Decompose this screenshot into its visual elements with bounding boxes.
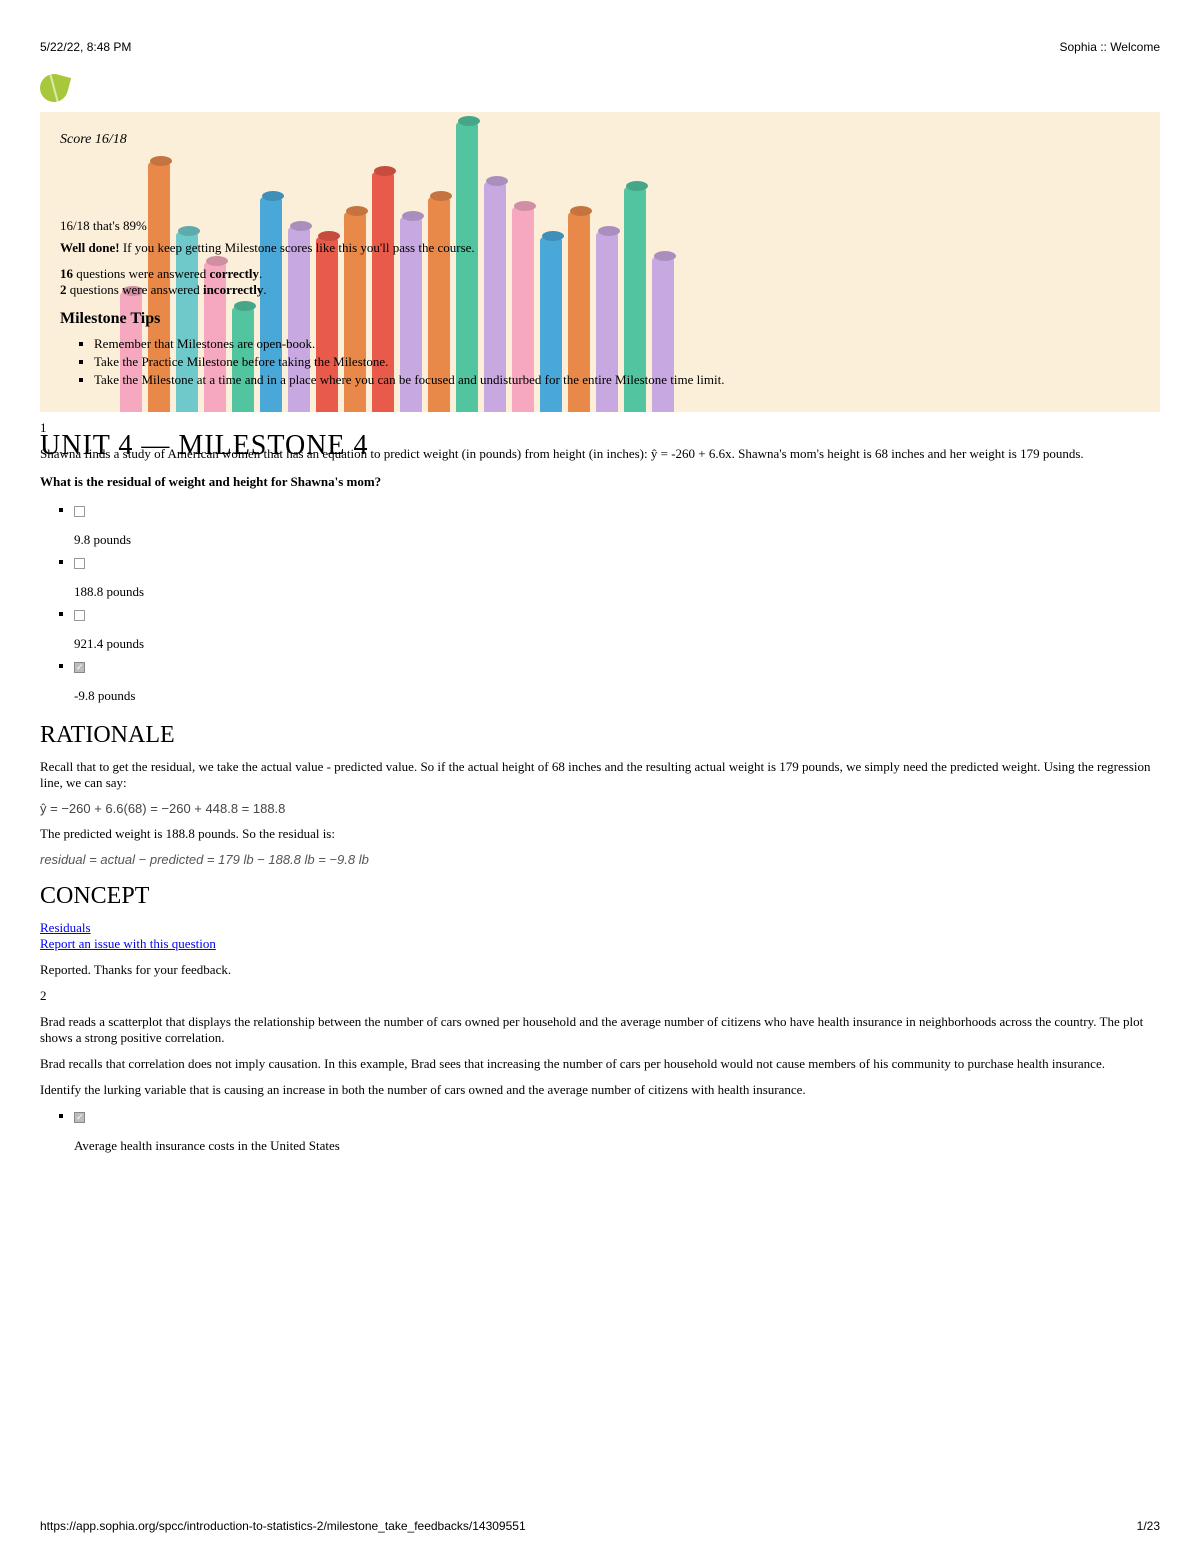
q2-option[interactable]: Average health insurance costs in the Un… xyxy=(74,1108,1160,1154)
score-percent: 16/18 that's 89% xyxy=(60,218,1140,234)
tips-heading: Milestone Tips xyxy=(60,310,1140,328)
well-done-rest: If you keep getting Milestone scores lik… xyxy=(120,240,475,255)
unit-title: UNIT 4 — MILESTONE 4 xyxy=(40,430,1160,462)
q2-number: 2 xyxy=(40,988,1160,1004)
checkbox-icon[interactable] xyxy=(74,506,85,517)
option-text: 9.8 pounds xyxy=(74,532,1160,548)
print-title: Sophia :: Welcome xyxy=(1060,40,1161,54)
q2-option-text: Average health insurance costs in the Un… xyxy=(74,1138,1160,1154)
rationale-heading: RATIONALE xyxy=(40,722,1160,749)
rationale-formula1: ŷ = −260 + 6.6(68) = −260 + 448.8 = 188.… xyxy=(40,801,1160,816)
tip-item: Take the Practice Milestone before takin… xyxy=(94,354,1140,370)
sophia-logo xyxy=(37,71,71,105)
score-label: Score 16/18 xyxy=(60,132,1140,148)
footer-url: https://app.sophia.org/spcc/introduction… xyxy=(40,1519,526,1533)
q2-options: Average health insurance costs in the Un… xyxy=(40,1108,1160,1154)
checkbox-icon[interactable] xyxy=(74,610,85,621)
q2-p1: Brad reads a scatterplot that displays t… xyxy=(40,1014,1160,1046)
checkbox-icon[interactable] xyxy=(74,662,85,673)
checkbox-icon[interactable] xyxy=(74,1112,85,1123)
report-issue-link[interactable]: Report an issue with this question xyxy=(40,936,216,951)
well-done-line: Well done! If you keep getting Milestone… xyxy=(60,240,1140,256)
rationale-p1: Recall that to get the residual, we take… xyxy=(40,759,1160,791)
concept-link-residuals[interactable]: Residuals xyxy=(40,920,91,935)
q1-option[interactable]: 9.8 pounds xyxy=(74,502,1160,548)
reported-msg: Reported. Thanks for your feedback. xyxy=(40,962,1160,978)
q2-p3: Identify the lurking variable that is ca… xyxy=(40,1082,1160,1098)
score-hero: Score 16/18 16/18 that's 89% Well done! … xyxy=(40,112,1160,412)
well-done-bold: Well done! xyxy=(60,240,120,255)
tip-item: Take the Milestone at a time and in a pl… xyxy=(94,372,1140,388)
correct-count: 16 xyxy=(60,266,73,281)
footer-page: 1/23 xyxy=(1137,1519,1160,1533)
option-text: 921.4 pounds xyxy=(74,636,1160,652)
print-footer: https://app.sophia.org/spcc/introduction… xyxy=(40,1519,1160,1533)
incorrect-line: 2 questions were answered incorrectly. xyxy=(60,282,1140,298)
q1-option[interactable]: 921.4 pounds xyxy=(74,606,1160,652)
q1-options: 9.8 pounds 188.8 pounds 921.4 pounds -9.8 p… xyxy=(40,502,1160,704)
concept-heading: CONCEPT xyxy=(40,883,1160,910)
checkbox-icon[interactable] xyxy=(74,558,85,569)
q1-option[interactable]: 188.8 pounds xyxy=(74,554,1160,600)
q2-p2: Brad recalls that correlation does not i… xyxy=(40,1056,1160,1072)
rationale-p2: The predicted weight is 188.8 pounds. So… xyxy=(40,826,1160,842)
tips-list: Remember that Milestones are open-book. … xyxy=(60,336,1140,388)
rationale-formula2: residual = actual − predicted = 179 lb −… xyxy=(40,852,1160,867)
tip-item: Remember that Milestones are open-book. xyxy=(94,336,1140,352)
correct-line: 16 questions were answered correctly. xyxy=(60,266,1140,282)
q1-prompt: What is the residual of weight and heigh… xyxy=(40,474,1160,490)
print-datetime: 5/22/22, 8:48 PM xyxy=(40,40,131,54)
print-header: 5/22/22, 8:48 PM Sophia :: Welcome xyxy=(40,40,1160,54)
option-text: 188.8 pounds xyxy=(74,584,1160,600)
option-text: -9.8 pounds xyxy=(74,688,1160,704)
q1-option[interactable]: -9.8 pounds xyxy=(74,658,1160,704)
